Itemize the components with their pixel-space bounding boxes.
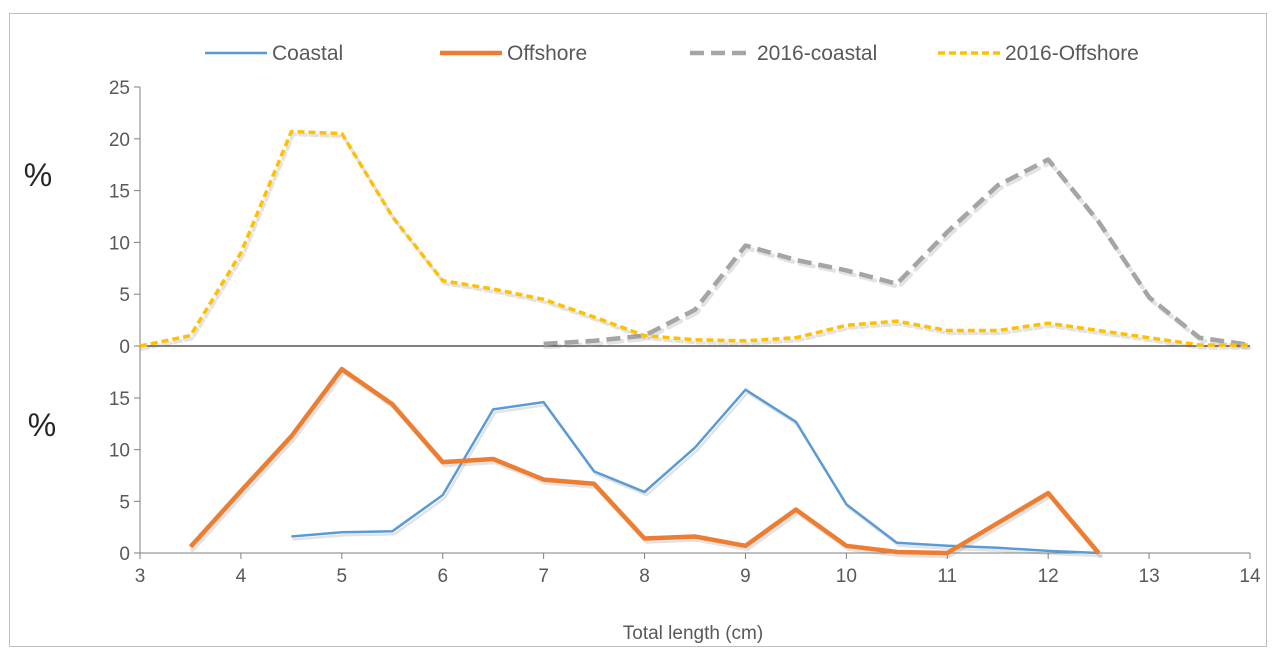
x-tick-label: 7 <box>538 566 549 587</box>
x-tick-label: 13 <box>1139 566 1160 587</box>
legend-label-offshore: Offshore <box>507 42 587 65</box>
x-tick-label: 10 <box>836 566 857 587</box>
lower-y-tick-label: 5 <box>119 492 130 513</box>
series-line-2016-offshore <box>139 129 1250 348</box>
upper-y-axis-label: % <box>24 157 52 193</box>
series-line-coastal <box>291 388 1099 555</box>
lower-y-axis-label: % <box>28 407 56 443</box>
legend-label-2016-coastal: 2016-coastal <box>757 42 877 65</box>
x-tick-label: 4 <box>236 566 247 587</box>
lower-y-tick-label: 10 <box>109 441 130 462</box>
chart-frame <box>9 13 1267 647</box>
x-axis-label: Total length (cm) <box>623 623 763 644</box>
lower-y-tick-label: 0 <box>119 544 130 565</box>
series-shadow-offshore <box>190 369 1103 559</box>
x-tick-label: 5 <box>337 566 348 587</box>
upper-y-tick-label: 0 <box>119 337 130 358</box>
x-tick-label: 11 <box>937 566 957 587</box>
legend-label-2016-offshore: 2016-Offshore <box>1005 42 1139 65</box>
x-tick-label: 14 <box>1239 566 1261 587</box>
x-tick-label: 8 <box>639 566 650 587</box>
series-line-offshore <box>188 366 1101 556</box>
x-tick-label: 6 <box>437 566 448 587</box>
upper-y-tick-label: 10 <box>109 233 130 254</box>
upper-y-tick-label: 20 <box>109 130 130 151</box>
x-tick-label: 9 <box>740 566 751 587</box>
legend-label-coastal: Coastal <box>272 42 343 65</box>
lower-y-tick-label: 15 <box>109 389 130 410</box>
upper-y-tick-label: 5 <box>119 285 130 306</box>
series-shadow-coastal <box>292 391 1102 558</box>
upper-y-tick-label: 15 <box>109 182 130 203</box>
series-line-2016-coastal <box>543 157 1251 348</box>
x-tick-label: 3 <box>135 566 146 587</box>
upper-y-tick-label: 25 <box>109 78 130 99</box>
x-tick-label: 12 <box>1038 566 1059 587</box>
series-shadow-2016-offshore <box>140 132 1254 351</box>
